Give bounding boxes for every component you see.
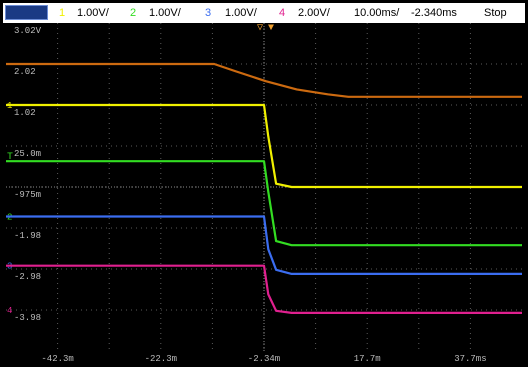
trigger-delay-marker: ▼ [268, 23, 274, 34]
y-tick-label: -975m [14, 190, 41, 200]
y-tick-label: 2.02 [14, 67, 36, 77]
x-tick-label: 37.7ms [454, 354, 486, 363]
run-indicator[interactable] [5, 5, 48, 20]
channel-3-scale[interactable]: 1.00V/ [225, 7, 257, 19]
trigger-position-marker: ▽ [257, 23, 263, 34]
status-bar: 1 1.00V/ 2 1.00V/ 3 1.00V/ 4 2.00V/ 10.0… [3, 3, 525, 23]
trigger-delay[interactable]: -2.340ms [411, 7, 457, 19]
channel-4-number[interactable]: 4 [279, 7, 285, 19]
y-tick-label: -1.98 [14, 231, 41, 241]
channel-2-scale[interactable]: 1.00V/ [149, 7, 181, 19]
y-tick-label: 3.02V [14, 26, 42, 36]
waveform-plot: 3.02V 2.02 1.02 25.0m -975m -1.98 -2.98 -3.98 -4… [6, 23, 522, 363]
channel-1-number[interactable]: 1 [59, 7, 65, 19]
timebase[interactable]: 10.00ms/ [354, 7, 399, 19]
y-tick-label: -3.98 [14, 313, 41, 323]
channel-4-ground-marker: 4 [7, 306, 12, 316]
x-tick-label: -22.3m [145, 354, 177, 363]
channel-3-number[interactable]: 3 [205, 7, 211, 19]
channel-2-number[interactable]: 2 [130, 7, 136, 19]
channel-1-scale[interactable]: 1.00V/ [77, 7, 109, 19]
run-state[interactable]: Stop [484, 7, 507, 19]
channel-4-scale[interactable]: 2.00V/ [298, 7, 330, 19]
x-tick-label: 17.7m [354, 354, 381, 363]
x-tick-label: -42.3m [41, 354, 73, 363]
y-tick-label: 1.02 [14, 108, 36, 118]
y-tick-label: 25.0m [14, 149, 41, 159]
x-tick-label: -2.34m [248, 354, 280, 363]
y-tick-label: -2.98 [14, 272, 41, 282]
